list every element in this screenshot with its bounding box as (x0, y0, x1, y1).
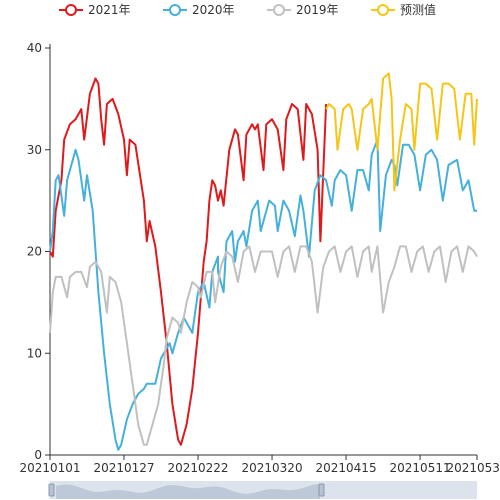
y-tick-label: 40 (27, 41, 42, 55)
x-tick-label: 20210101 (19, 461, 80, 475)
legend-label: 2021年 (88, 3, 131, 17)
slider-preview-area (56, 484, 320, 499)
x-tick-label: 20210511 (390, 461, 451, 475)
legend-marker (377, 4, 389, 16)
series-line-2 (49, 245, 478, 446)
legend-label: 2019年 (296, 3, 339, 17)
series-line-1 (49, 138, 477, 451)
legend-item-0[interactable]: 2021年 (59, 3, 131, 17)
x-tick-label: 20210531 (446, 461, 500, 475)
x-tick-label: 20210127 (93, 461, 154, 475)
series-line-0 (49, 77, 328, 446)
y-tick-label: 0 (34, 448, 42, 462)
series-layer (49, 72, 478, 451)
legend-item-2[interactable]: 2019年 (267, 3, 339, 17)
slider-right-handle[interactable] (318, 483, 325, 497)
series-line-3 (325, 72, 478, 192)
legend-label: 预测值 (400, 2, 436, 17)
legend-marker (273, 4, 285, 16)
legend-marker (65, 4, 77, 16)
y-tick-label: 10 (27, 346, 42, 360)
zoom-slider[interactable] (48, 481, 477, 499)
legend-item-3[interactable]: 预测值 (371, 2, 436, 17)
x-tick-label: 20210320 (242, 461, 303, 475)
x-tick-label: 20210415 (316, 461, 377, 475)
x-tick-label: 20210222 (167, 461, 228, 475)
x-axis: 20210101 20210127 20210222 20210320 20210415… (19, 454, 500, 475)
legend-marker (169, 4, 181, 16)
y-tick-label: 20 (27, 245, 42, 259)
legend: 2021年 2020年 2019年 预测值 (59, 2, 436, 17)
y-axis: 0 10 20 30 40 (27, 41, 51, 462)
legend-label: 2020年 (192, 3, 235, 17)
legend-item-1[interactable]: 2020年 (163, 3, 235, 17)
slider-left-handle[interactable] (48, 483, 55, 497)
y-tick-label: 30 (27, 143, 42, 157)
